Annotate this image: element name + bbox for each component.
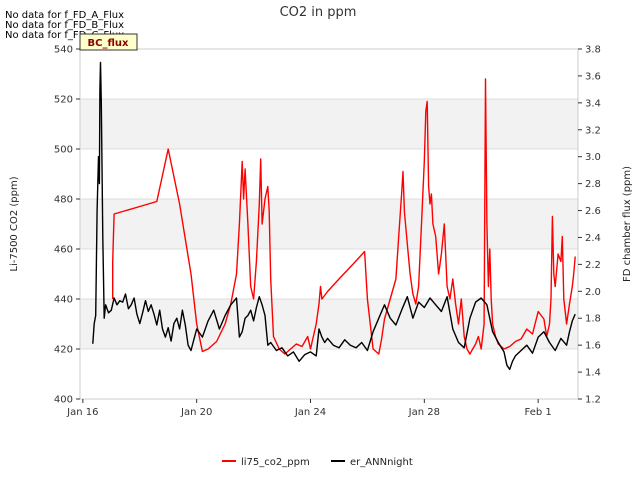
legend-label-er-annnight: er_ANNnight (350, 457, 413, 468)
y2-tick-label-13: 3.8 (585, 45, 601, 56)
y-tick-label-6: 520 (54, 95, 73, 106)
y2-tick-label-3: 1.8 (585, 314, 601, 325)
bc-flux-badge-label: BC_flux (88, 38, 129, 49)
x-tick-label-1: Jan 20 (180, 407, 212, 418)
x-tick-label-0: Jan 16 (66, 407, 98, 418)
series-line-li75-co2-ppm (112, 78, 576, 355)
y-axis-left-title: Li-7500 CO2 (ppm) (9, 176, 20, 271)
y2-tick-label-2: 1.6 (585, 341, 601, 352)
y-axis-left: 400 420 440 460 480 500 520 540 (54, 45, 80, 406)
y-tick-label-2: 440 (54, 295, 73, 306)
y2-tick-label-0: 1.2 (585, 395, 601, 406)
background-bands (80, 99, 578, 349)
y2-tick-label-10: 3.2 (585, 125, 601, 136)
band-1 (80, 199, 578, 249)
legend-label-li75-co2-ppm: li75_co2_ppm (241, 457, 310, 468)
y2-tick-label-8: 2.8 (585, 179, 601, 190)
x-tick-label-2: Jan 24 (294, 407, 326, 418)
y-axis-right: 1.2 1.4 1.6 1.8 2.0 2.2 2.4 2.6 2.8 3.0 3.2 3.4 3.6 3… (578, 45, 601, 406)
y2-tick-label-11: 3.4 (585, 98, 601, 109)
y2-tick-label-9: 3.0 (585, 152, 601, 163)
band-0 (80, 299, 578, 349)
y-tick-label-3: 460 (54, 245, 73, 256)
band-2 (80, 99, 578, 149)
legend: li75_co2_ppm er_ANNnight (222, 457, 413, 468)
y-tick-label-0: 400 (54, 395, 73, 406)
y-tick-label-1: 420 (54, 345, 73, 356)
y-tick-label-5: 500 (54, 145, 73, 156)
gridlines (80, 48, 578, 400)
bc-flux-badge: BC_flux (79, 33, 138, 51)
series-layer (92, 61, 576, 371)
y-axis-right-title: FD chamber flux (ppm) (622, 166, 633, 282)
y-tick-label-7: 540 (54, 45, 73, 56)
y2-tick-label-1: 1.4 (585, 368, 601, 379)
y2-tick-label-5: 2.2 (585, 260, 601, 271)
y2-tick-label-7: 2.6 (585, 206, 601, 217)
x-tick-label-4: Feb 1 (525, 407, 552, 418)
no-data-note-b: No data for f_FD_B_Flux (5, 20, 124, 31)
chart-title: CO2 in ppm (280, 5, 357, 20)
y2-tick-label-12: 3.6 (585, 71, 601, 82)
x-tick-label-3: Jan 28 (408, 407, 440, 418)
y2-tick-label-4: 2.0 (585, 287, 601, 298)
x-axis: Jan 16 Jan 20 Jan 24 Jan 28 Feb 1 (66, 399, 552, 418)
bc-flux-badge-box (79, 33, 138, 51)
plot-frame (79, 48, 579, 400)
no-data-note-c: No data for f_FD_C_Flux (5, 30, 124, 41)
y-tick-label-4: 480 (54, 195, 73, 206)
series-line-er-annnight (92, 61, 576, 371)
no-data-note-a: No data for f_FD_A_Flux (5, 10, 124, 21)
no-data-notes: No data for f_FD_A_Flux No data for f_FD… (5, 10, 124, 41)
y2-tick-label-6: 2.4 (585, 233, 601, 244)
